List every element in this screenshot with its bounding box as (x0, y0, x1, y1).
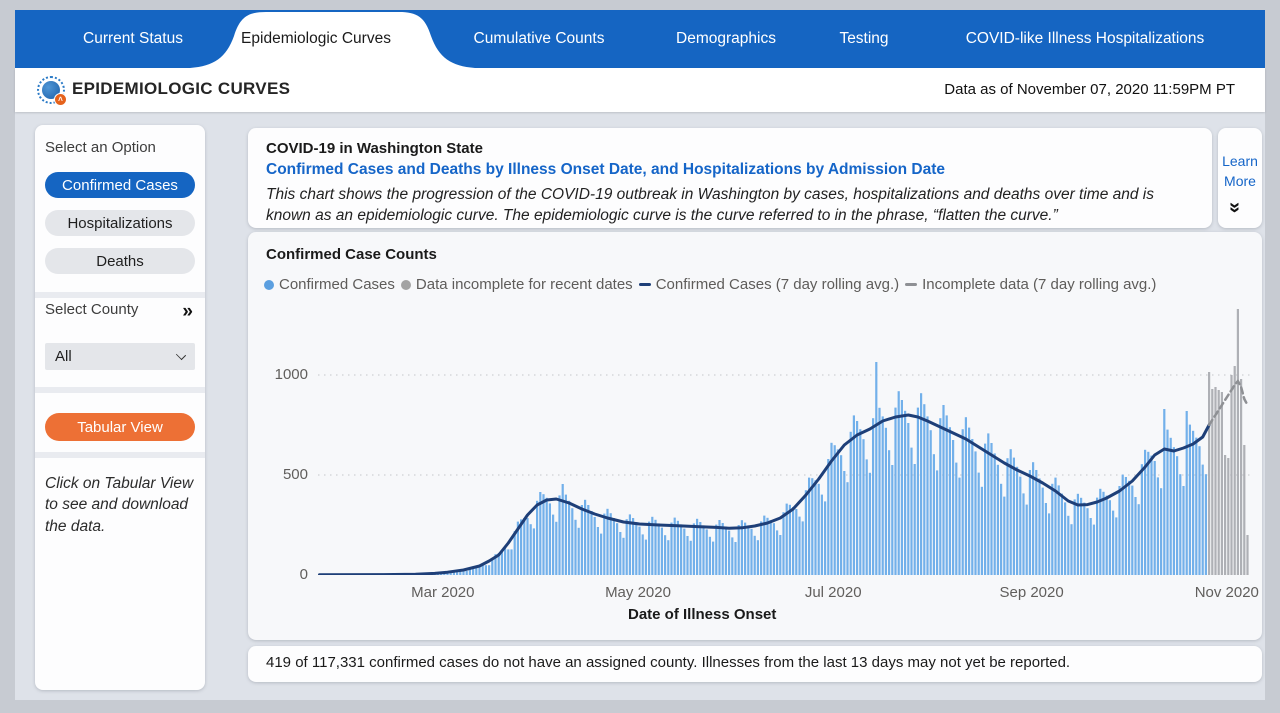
x-tick-label: Nov 2020 (1194, 584, 1259, 601)
tab-testing[interactable]: Testing (839, 30, 889, 47)
legend-label: Confirmed Cases (7 day rolling avg.) (655, 276, 900, 293)
virus-icon: ˄ (37, 76, 67, 106)
double-chevron-down-icon[interactable]: » (1224, 201, 1247, 214)
page-title: EPIDEMIOLOGIC CURVES (72, 79, 291, 98)
tab-epidemiologic-curves[interactable]: Epidemiologic Curves (241, 30, 391, 47)
description-subtitle: Confirmed Cases and Deaths by Illness On… (266, 161, 946, 178)
tab-cumulative-counts[interactable]: Cumulative Counts (473, 30, 605, 47)
chevron-down-icon (175, 349, 187, 361)
select-option-label: Select an Option (45, 139, 156, 156)
active-tab-shape (190, 12, 475, 68)
tab-current-status[interactable]: Current Status (83, 30, 183, 47)
x-tick-label: May 2020 (605, 584, 671, 601)
separator (35, 292, 205, 298)
dash-marker-icon (638, 282, 651, 287)
footnote-card: 419 of 117,331 confirmed cases do not ha… (248, 646, 1262, 682)
dot-marker-icon (400, 279, 411, 290)
description-title: COVID-19 in Washington State (266, 140, 483, 157)
tab-demographics[interactable]: Demographics (676, 30, 776, 47)
dot-marker-icon (264, 279, 274, 290)
tab-covid-like-illness-hospitalizations[interactable]: COVID-like Illness Hospitalizations (965, 30, 1205, 47)
option-pill-deaths[interactable]: Deaths (45, 248, 195, 274)
chart-legend: Confirmed Cases Data incomplete for recen… (264, 276, 1156, 293)
legend-label: Incomplete data (7 day rolling avg.) (922, 276, 1157, 293)
daily-case-bars (318, 309, 1249, 575)
legend-item-data-incomplete-for-recent-dates[interactable]: Data incomplete for recent dates (400, 276, 633, 293)
sidebar: Select an Option Confirmed Cases Hospital… (35, 125, 205, 690)
legend-label: Data incomplete for recent dates (415, 276, 633, 293)
x-axis-title: Date of Illness Onset (628, 606, 777, 623)
y-tick-label: 1000 (274, 366, 308, 383)
description-body: This chart shows the progression of the … (266, 186, 1154, 224)
header: ˄ EPIDEMIOLOGIC CURVES Data as of Novemb… (15, 68, 1265, 112)
sidebar-help-text: Click on Tabular View to see and downloa… (45, 475, 194, 535)
x-tick-label: Jul 2020 (804, 584, 862, 601)
arrow-up-badge-icon: ˄ (54, 93, 67, 106)
legend-label: Confirmed Cases (279, 276, 395, 293)
option-pill-confirmed-cases[interactable]: Confirmed Cases (45, 172, 195, 198)
footnote-text: 419 of 117,331 confirmed cases do not ha… (266, 654, 1071, 671)
option-pill-hospitalizations[interactable]: Hospitalizations (45, 210, 195, 236)
separator (35, 387, 205, 393)
learn-more-link[interactable]: Learn More (1222, 153, 1258, 189)
dashboard: Current Status Epidemiologic Curves Cumula… (15, 10, 1265, 700)
chart-title: Confirmed Case Counts (266, 246, 437, 263)
select-county-label: Select County (45, 301, 139, 318)
tab-bar: Current Status Epidemiologic Curves Cumula… (15, 10, 1265, 68)
tabular-view-button[interactable]: Tabular View (45, 413, 195, 441)
legend-item-confirmed-cases[interactable]: Confirmed Cases (264, 276, 395, 293)
separator (35, 452, 205, 458)
learn-more-card: Learn More » (1218, 128, 1262, 228)
x-tick-label: Mar 2020 (411, 584, 475, 601)
chart-plot[interactable] (318, 300, 1250, 575)
legend-item-confirmed-cases-7-day-rolling-avg-[interactable]: Confirmed Cases (7 day rolling avg.) (638, 276, 900, 293)
confirmed-rolling-avg-line (318, 413, 1211, 575)
dash-marker-icon (905, 282, 918, 287)
x-tick-label: Sep 2020 (999, 584, 1064, 601)
y-tick-label: 0 (299, 566, 308, 583)
description-card: COVID-19 in Washington State Confirmed C… (248, 128, 1212, 228)
y-tick-label: 500 (282, 466, 308, 483)
chart-card: Confirmed Case Counts Confirmed Cases Dat… (248, 232, 1262, 640)
county-dropdown[interactable]: All (45, 343, 195, 370)
double-chevron-right-icon[interactable]: » (182, 301, 193, 322)
data-as-of-label: Data as of November 07, 2020 11:59PM PT (944, 81, 1235, 98)
county-dropdown-value: All (55, 348, 72, 365)
incomplete-rolling-avg-line (1207, 379, 1249, 427)
legend-item-incomplete-data-7-day-rolling-avg-[interactable]: Incomplete data (7 day rolling avg.) (905, 276, 1156, 293)
